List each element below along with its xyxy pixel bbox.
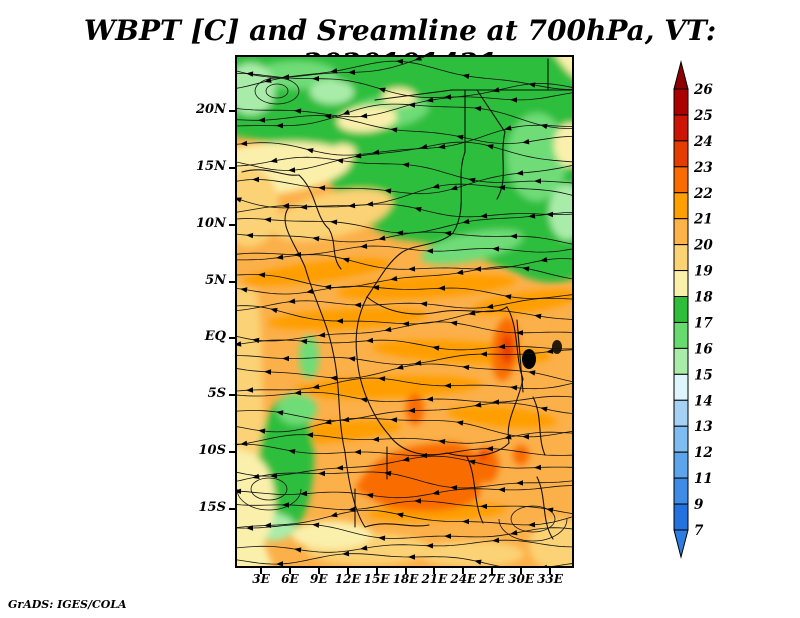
lon-tick-mark (433, 568, 436, 574)
colorbar-segment (673, 218, 689, 246)
colorbar-segment (673, 114, 689, 142)
colorbar-segment (673, 373, 689, 401)
lon-tick-label: 30E (508, 572, 535, 586)
colorbar-segment (673, 140, 689, 168)
lat-tick-mark (229, 394, 236, 397)
colorbar-label: 22 (693, 186, 713, 202)
lat-tick-mark (229, 451, 236, 454)
colorbar-label: 9 (694, 497, 704, 513)
colorbar-label: 23 (693, 160, 713, 176)
colorbar-segment (673, 321, 689, 349)
lat-tick-label: 15S (198, 500, 226, 516)
colorbar-segment (673, 270, 689, 298)
colorbar-label: 17 (694, 316, 713, 332)
streamline-map (237, 57, 572, 566)
colorbar: 26 25 24 23 22 21 20 19 18 17 16 15 14 13 12 11 9 7 (668, 58, 748, 572)
credit-text: GrADS: IGES/COLA (8, 598, 127, 611)
lat-tick-label: 10N (196, 215, 226, 231)
colorbar-label: 7 (694, 523, 704, 539)
lat-tick-label: 20N (196, 102, 226, 117)
colorbar-segment (673, 451, 689, 479)
lon-tick-mark (346, 568, 349, 574)
lon-tick-mark (317, 568, 320, 574)
colorbar-svg: 26 25 24 23 22 21 20 19 18 17 16 15 14 13 12 11 9 7 (673, 60, 713, 559)
colorbar-segment (673, 477, 689, 505)
lon-tick-label: 18E (392, 572, 419, 586)
colorbar-segment (673, 399, 689, 427)
colorbar-segment (673, 347, 689, 375)
lon-tick-mark (404, 568, 407, 574)
lon-tick-mark (520, 568, 523, 574)
colorbar-segment (673, 88, 689, 116)
colorbar-label: 20 (693, 238, 713, 254)
lon-tick-label: 21E (421, 572, 448, 586)
lon-tick-mark (462, 568, 465, 574)
lon-tick-label: 9E (310, 572, 328, 586)
colorbar-label: 25 (693, 108, 713, 124)
lon-tick-mark (491, 568, 494, 574)
colorbar-label: 21 (693, 212, 713, 228)
lat-tick-label: 10S (198, 443, 226, 459)
lat-tick-mark (229, 223, 236, 226)
lat-tick-label: 15N (196, 158, 226, 174)
colorbar-segment (673, 244, 689, 272)
lon-tick-label: 12E (334, 572, 361, 586)
colorbar-label: 18 (694, 290, 713, 306)
lon-tick-label: 33E (537, 572, 563, 586)
lat-tick-label: EQ (204, 329, 226, 345)
lat-tick-label: 5S (207, 386, 226, 402)
colorbar-label: 15 (694, 367, 713, 383)
colorbar-segment (673, 425, 689, 453)
lon-tick-mark (375, 568, 378, 574)
lon-tick-label: 3E (252, 572, 270, 586)
colorbar-segment (673, 503, 689, 531)
lon-tick-label: 24E (450, 572, 477, 586)
colorbar-label: 26 (693, 82, 713, 98)
lat-tick-mark (229, 337, 236, 340)
lon-tick-label: 27E (479, 572, 506, 586)
streamlines (237, 57, 572, 566)
lon-tick-mark (288, 568, 291, 574)
colorbar-label: 16 (694, 341, 713, 357)
wbpt-shading (237, 57, 572, 566)
colorbar-label: 14 (694, 393, 713, 409)
colorbar-label: 13 (694, 419, 713, 435)
colorbar-segment (673, 296, 689, 323)
colorbar-segment (673, 192, 689, 220)
colorbar-segment (673, 166, 689, 194)
lat-tick-mark (229, 280, 236, 283)
map-panel (235, 55, 574, 568)
colorbar-label: 24 (693, 134, 713, 150)
lat-tick-mark (229, 508, 236, 511)
lat-tick-label: 5N (205, 272, 226, 288)
lon-tick-label: 15E (363, 572, 390, 586)
lon-tick-mark (260, 568, 262, 574)
lon-tick-mark (549, 568, 551, 574)
colorbar-label: 12 (694, 445, 713, 461)
lat-tick-mark (229, 110, 236, 112)
lon-tick-label: 6E (281, 572, 299, 586)
colorbar-label: 19 (694, 264, 713, 280)
colorbar-label: 11 (694, 471, 713, 487)
lat-tick-mark (229, 166, 236, 169)
